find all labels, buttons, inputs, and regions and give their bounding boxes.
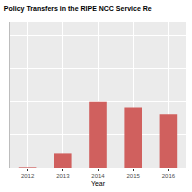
svg-text:Year: Year <box>91 180 106 187</box>
svg-text:2016: 2016 <box>162 173 176 179</box>
svg-text:2015: 2015 <box>127 173 141 179</box>
svg-text:Policy Transfers in the RIPE N: Policy Transfers in the RIPE NCC Service… <box>4 5 152 13</box>
svg-text:2014: 2014 <box>91 173 105 179</box>
svg-text:2013: 2013 <box>56 173 70 179</box>
svg-text:2012: 2012 <box>21 173 35 179</box>
